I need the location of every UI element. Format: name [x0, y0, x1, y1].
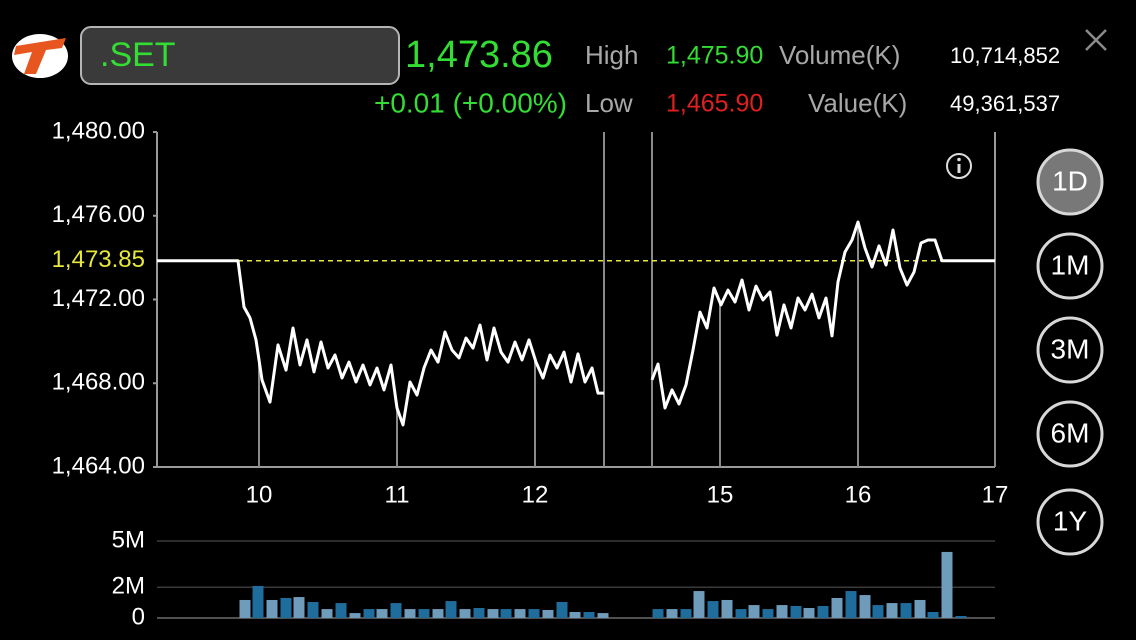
high-label: High: [585, 40, 638, 70]
y-tick-label: 0: [132, 603, 145, 630]
info-stem[interactable]: [957, 164, 961, 173]
volume-bar: [776, 605, 788, 618]
volume-bar: [404, 609, 416, 618]
volume-bar: [569, 611, 581, 618]
volume-bar: [666, 609, 678, 618]
volume-bar: [845, 591, 857, 618]
value-label: Value(K): [808, 88, 907, 118]
close-button[interactable]: [1085, 29, 1107, 51]
volume-bar: [693, 591, 705, 618]
x-tick-label: 10: [246, 481, 273, 508]
volume-bar: [500, 609, 512, 618]
y-tick-label: 1,480.00: [52, 117, 145, 144]
volume-bar: [597, 613, 609, 618]
x-tick-label: 16: [845, 481, 872, 508]
volume-bar: [390, 603, 402, 618]
volume-bar: [418, 609, 430, 618]
volume-bar: [680, 609, 692, 618]
volume-bar: [542, 609, 554, 618]
y-tick-label: 5M: [112, 526, 145, 553]
period-button[interactable]: [1036, 488, 1104, 556]
last-price: 1,473.86: [405, 34, 553, 76]
volume-bar: [321, 609, 333, 618]
period-button[interactable]: [1036, 400, 1104, 468]
y-tick-label: 1,472.00: [52, 285, 145, 312]
logo: [12, 34, 68, 78]
close-stroke[interactable]: [1085, 29, 1107, 51]
symbol[interactable]: .SET: [100, 36, 176, 74]
value-value: 49,361,537: [950, 91, 1060, 116]
volume-bar: [432, 609, 444, 618]
x-tick-label: 17: [982, 481, 1009, 508]
info-icon[interactable]: [946, 153, 972, 179]
change: +0.01 (+0.00%): [374, 87, 567, 118]
volume-bar: [473, 607, 485, 618]
y-tick-label: 1,464.00: [52, 452, 145, 479]
volume-bar: [886, 603, 898, 618]
volume-bar: [445, 601, 457, 618]
volume-bar: [941, 551, 953, 618]
x-tick-label: 12: [522, 481, 549, 508]
volume-bar: [831, 597, 843, 618]
volume-value: 10,714,852: [950, 43, 1060, 68]
y-tick-label: 1,476.00: [52, 201, 145, 228]
x-tick-label: 11: [385, 481, 410, 508]
period-label[interactable]: 6M: [1051, 417, 1090, 448]
y-tick-label: 1,468.00: [52, 369, 145, 396]
volume-bar: [376, 609, 388, 618]
volume-bar: [652, 609, 664, 618]
period-label[interactable]: 1D: [1052, 165, 1088, 196]
volume-bar: [239, 599, 251, 618]
price-line: [157, 220, 995, 427]
logo-mark: [14, 38, 66, 74]
volume-label: Volume(K): [779, 40, 900, 70]
high-value: 1,475.90: [666, 42, 763, 70]
info-dot[interactable]: [957, 157, 961, 162]
volume-bar: [528, 609, 540, 618]
volume-bar: [748, 605, 760, 618]
period-button[interactable]: [1036, 316, 1104, 384]
volume-bar: [349, 613, 361, 618]
y-tick-label: 2M: [112, 573, 145, 600]
period-label[interactable]: 3M: [1051, 333, 1090, 364]
volume-bar: [335, 603, 347, 618]
volume-bar: [556, 601, 568, 618]
period-button[interactable]: [1036, 148, 1104, 216]
volume-bar: [707, 601, 719, 618]
info-circle[interactable]: [946, 153, 972, 179]
volume-bar: [859, 595, 871, 618]
volume-bar: [293, 597, 305, 618]
low-label: Low: [585, 88, 633, 118]
volume-bar: [803, 607, 815, 618]
volume-bar: [307, 601, 319, 618]
period-label[interactable]: 1M: [1051, 249, 1090, 280]
period-button[interactable]: [1036, 232, 1104, 300]
volume-bar: [721, 599, 733, 618]
x-tick-label: 15: [707, 481, 734, 508]
volume-bar: [487, 609, 499, 618]
volume-bar: [817, 605, 829, 618]
symbol-box[interactable]: [80, 26, 400, 85]
volume-bar: [762, 609, 774, 618]
low-value: 1,465.90: [666, 90, 763, 118]
reference-label: 1,473.85: [52, 246, 145, 273]
volume-bar: [955, 615, 967, 618]
period-label[interactable]: 1Y: [1053, 505, 1088, 536]
volume-bar: [363, 609, 375, 618]
volume-bar: [459, 609, 471, 618]
volume-bar: [514, 609, 526, 618]
volume-bar: [790, 605, 802, 618]
volume-bar: [914, 599, 926, 618]
volume-bar: [280, 597, 292, 618]
volume-bar: [252, 585, 264, 618]
volume-bar: [583, 611, 595, 618]
volume-bar: [900, 603, 912, 618]
volume-bar: [927, 611, 939, 618]
volume-bar: [735, 609, 747, 618]
volume-bar: [872, 605, 884, 618]
volume-bar: [266, 599, 278, 618]
